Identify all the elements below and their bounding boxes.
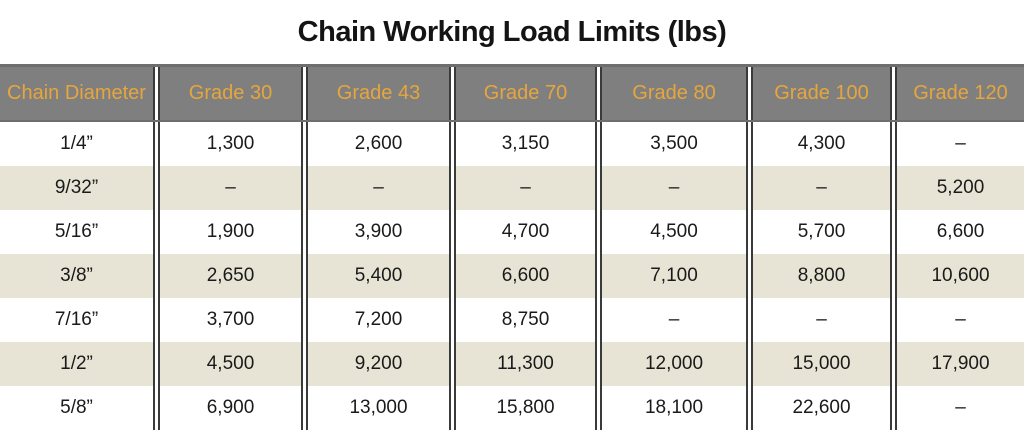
- value-cell: 3,900: [306, 210, 451, 254]
- value-cell: 18,100: [600, 386, 748, 430]
- table-row: 7/16” 3,700 7,200 8,750 – – –: [0, 298, 1024, 342]
- value-cell: –: [751, 166, 892, 210]
- value-cell: 6,900: [158, 386, 303, 430]
- header-cell-grade-43: Grade 43: [306, 67, 451, 120]
- table-row: 9/32” – – – – – 5,200: [0, 166, 1024, 210]
- value-cell: –: [895, 386, 1024, 430]
- value-cell: 13,000: [306, 386, 451, 430]
- table-top-edge: [0, 64, 1024, 67]
- header-cell-grade-80: Grade 80: [600, 67, 748, 120]
- value-cell: 6,600: [454, 254, 597, 298]
- header-cell-grade-120: Grade 120: [895, 67, 1024, 120]
- table-header-row: Chain Diameter Grade 30 Grade 43 Grade 7…: [0, 67, 1024, 120]
- value-cell: 22,600: [751, 386, 892, 430]
- diameter-cell: 5/16”: [0, 210, 155, 254]
- table-row: 3/8” 2,650 5,400 6,600 7,100 8,800 10,60…: [0, 254, 1024, 298]
- value-cell: 5,700: [751, 210, 892, 254]
- value-cell: –: [600, 166, 748, 210]
- value-cell: –: [895, 298, 1024, 342]
- diameter-cell: 3/8”: [0, 254, 155, 298]
- diameter-cell: 9/32”: [0, 166, 155, 210]
- value-cell: 7,100: [600, 254, 748, 298]
- diameter-cell: 5/8”: [0, 386, 155, 430]
- page-title: Chain Working Load Limits (lbs): [297, 15, 727, 48]
- value-cell: 2,650: [158, 254, 303, 298]
- header-cell-grade-30: Grade 30: [158, 67, 303, 120]
- value-cell: 4,500: [158, 342, 303, 386]
- value-cell: 17,900: [895, 342, 1024, 386]
- value-cell: 10,600: [895, 254, 1024, 298]
- value-cell: 15,800: [454, 386, 597, 430]
- value-cell: 1,900: [158, 210, 303, 254]
- value-cell: 4,700: [454, 210, 597, 254]
- value-cell: 3,500: [600, 122, 748, 166]
- diameter-cell: 7/16”: [0, 298, 155, 342]
- value-cell: 2,600: [306, 122, 451, 166]
- header-bottom-edge: [0, 120, 1024, 122]
- header-cell-grade-100: Grade 100: [751, 67, 892, 120]
- value-cell: –: [600, 298, 748, 342]
- value-cell: 3,700: [158, 298, 303, 342]
- table-row: 5/16” 1,900 3,900 4,700 4,500 5,700 6,60…: [0, 210, 1024, 254]
- table-row: 1/2” 4,500 9,200 11,300 12,000 15,000 17…: [0, 342, 1024, 386]
- value-cell: –: [895, 122, 1024, 166]
- value-cell: 11,300: [454, 342, 597, 386]
- value-cell: 15,000: [751, 342, 892, 386]
- value-cell: –: [751, 298, 892, 342]
- value-cell: –: [454, 166, 597, 210]
- value-cell: 6,600: [895, 210, 1024, 254]
- value-cell: 4,300: [751, 122, 892, 166]
- value-cell: 8,750: [454, 298, 597, 342]
- value-cell: 12,000: [600, 342, 748, 386]
- diameter-cell: 1/2”: [0, 342, 155, 386]
- chain-load-table: Chain Diameter Grade 30 Grade 43 Grade 7…: [0, 64, 1024, 430]
- value-cell: 8,800: [751, 254, 892, 298]
- value-cell: 4,500: [600, 210, 748, 254]
- value-cell: 1,300: [158, 122, 303, 166]
- table-row: 5/8” 6,900 13,000 15,800 18,100 22,600 –: [0, 386, 1024, 430]
- header-cell-grade-70: Grade 70: [454, 67, 597, 120]
- value-cell: 5,400: [306, 254, 451, 298]
- value-cell: –: [158, 166, 303, 210]
- value-cell: 5,200: [895, 166, 1024, 210]
- header-cell-chain-diameter: Chain Diameter: [0, 67, 155, 120]
- diameter-cell: 1/4”: [0, 122, 155, 166]
- value-cell: 9,200: [306, 342, 451, 386]
- value-cell: 7,200: [306, 298, 451, 342]
- table-row: 1/4” 1,300 2,600 3,150 3,500 4,300 –: [0, 122, 1024, 166]
- value-cell: 3,150: [454, 122, 597, 166]
- value-cell: –: [306, 166, 451, 210]
- title-bar: Chain Working Load Limits (lbs): [0, 0, 1024, 64]
